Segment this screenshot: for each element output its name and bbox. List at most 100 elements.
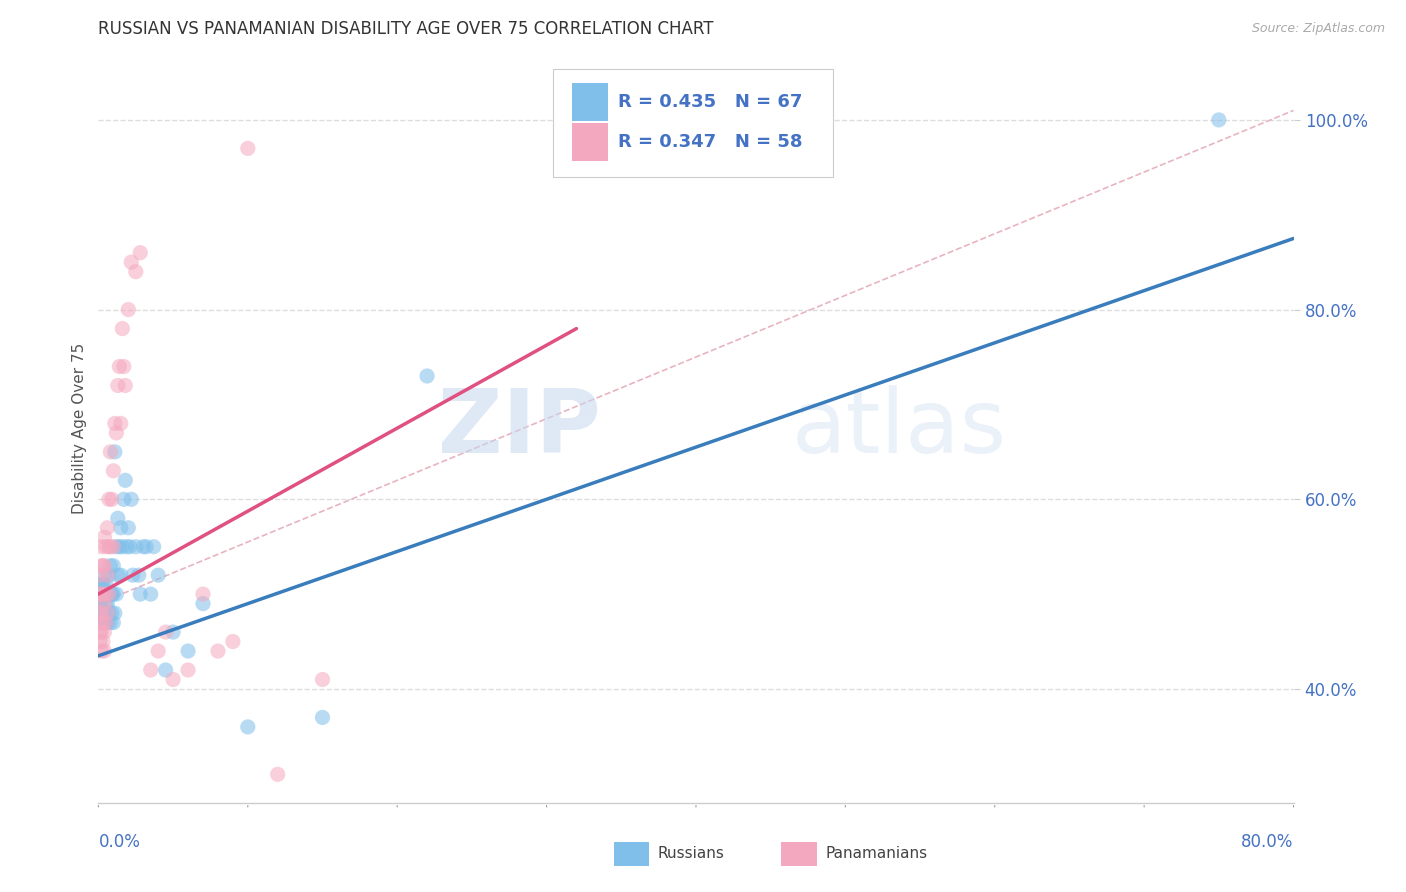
Point (114, 378, 136, 392)
Point (121, 568, 143, 582)
Point (107, 378, 129, 392)
Point (93, 606, 115, 620)
Point (91, 615, 114, 630)
Point (142, 540, 165, 554)
Point (128, 568, 150, 582)
Point (112, 359, 135, 374)
Point (311, 710, 333, 724)
Point (1208, 112, 1230, 127)
Point (103, 587, 125, 601)
Point (103, 558, 125, 573)
Point (104, 606, 127, 620)
Point (125, 265, 148, 279)
Point (177, 644, 200, 658)
Point (129, 245, 152, 260)
Point (97, 587, 120, 601)
Point (148, 568, 170, 582)
Point (112, 492, 135, 507)
Point (93, 644, 115, 658)
Point (111, 540, 134, 554)
Text: Panamanians: Panamanians (825, 847, 927, 862)
Point (94, 540, 117, 554)
Point (416, 369, 439, 384)
Point (117, 521, 139, 535)
Point (91, 558, 114, 573)
Point (90, 540, 112, 554)
Point (97, 587, 120, 601)
Point (90, 597, 112, 611)
Text: RUSSIAN VS PANAMANIAN DISABILITY AGE OVER 75 CORRELATION CHART: RUSSIAN VS PANAMANIAN DISABILITY AGE OVE… (98, 21, 714, 38)
Point (222, 634, 245, 648)
Point (115, 540, 138, 554)
Point (236, 720, 259, 734)
Point (110, 521, 132, 535)
Point (89, 634, 111, 648)
Point (94, 577, 117, 591)
Point (91, 634, 114, 648)
Point (120, 492, 142, 507)
Point (93, 615, 115, 630)
Point (108, 359, 131, 374)
Point (104, 445, 127, 459)
Point (91, 577, 114, 591)
Point (97, 540, 120, 554)
Point (110, 417, 132, 431)
Text: Russians: Russians (658, 847, 724, 862)
Point (110, 568, 132, 582)
Y-axis label: Disability Age Over 75: Disability Age Over 75 (72, 343, 87, 514)
Point (89, 597, 111, 611)
Point (311, 673, 333, 687)
Point (96, 568, 118, 582)
Point (177, 663, 200, 677)
Point (91, 587, 114, 601)
Point (90, 644, 112, 658)
Point (191, 597, 214, 611)
Point (162, 625, 184, 640)
Text: ZIP: ZIP (437, 384, 600, 472)
Point (101, 492, 124, 507)
Point (98, 540, 122, 554)
Point (94, 615, 117, 630)
Point (103, 540, 125, 554)
Point (89, 587, 111, 601)
Point (98, 445, 122, 459)
FancyBboxPatch shape (613, 842, 650, 866)
Point (103, 615, 125, 630)
Point (148, 644, 170, 658)
Point (132, 540, 155, 554)
Point (89, 625, 111, 640)
Point (93, 568, 115, 582)
Point (94, 587, 117, 601)
Point (96, 615, 118, 630)
Text: atlas: atlas (792, 384, 1007, 472)
Point (98, 587, 122, 601)
Point (96, 606, 118, 620)
Point (120, 255, 142, 269)
Point (96, 521, 118, 535)
Point (104, 417, 127, 431)
Point (90, 587, 112, 601)
FancyBboxPatch shape (780, 842, 817, 866)
Point (118, 540, 141, 554)
Point (111, 321, 134, 335)
Point (98, 615, 122, 630)
Point (191, 587, 214, 601)
Text: R = 0.435   N = 67: R = 0.435 N = 67 (619, 94, 803, 112)
Point (97, 492, 120, 507)
Point (207, 644, 229, 658)
Point (105, 425, 128, 440)
Point (155, 663, 177, 677)
Text: 80.0%: 80.0% (1241, 833, 1294, 851)
Point (90, 606, 112, 620)
Point (236, 141, 259, 155)
Point (93, 625, 115, 640)
Point (89, 568, 111, 582)
Point (91, 587, 114, 601)
Point (97, 568, 120, 582)
Point (114, 473, 136, 487)
Point (155, 625, 177, 640)
Point (90, 577, 112, 591)
Point (129, 587, 152, 601)
Point (89, 577, 111, 591)
Point (89, 606, 111, 620)
